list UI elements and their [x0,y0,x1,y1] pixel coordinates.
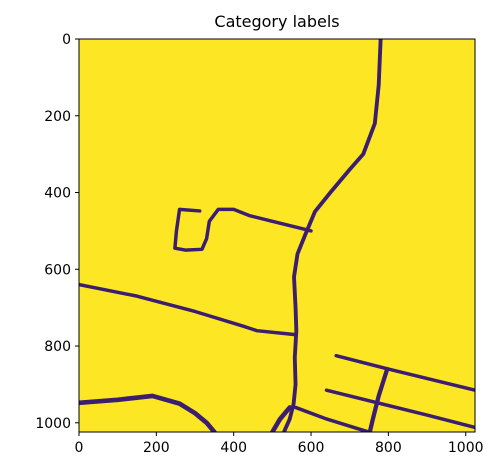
road-south-east-middle [324,388,475,430]
x-tick-label: 800 [375,440,402,456]
y-tick-label: 600 [44,262,71,278]
y-tick-label: 1000 [35,416,71,432]
road-south-east-connector [367,366,390,432]
y-tick-label: 0 [62,32,71,48]
chart-title: Category labels [214,12,339,31]
x-tick-label: 0 [75,440,84,456]
y-tick-label: 200 [44,109,71,125]
road-south-west-road [79,393,217,432]
plot-frame [78,38,476,433]
y-tick-label: 400 [44,186,71,202]
x-tick-label: 1000 [448,440,484,456]
y-axis: 0 200 400 600 800 1000 [35,32,79,432]
road-layer [79,39,475,432]
road-u-loop [173,207,313,252]
label-map-background [79,39,475,432]
x-tick-label: 400 [220,440,247,456]
x-tick-label: 600 [298,440,325,456]
road-main-north-south [282,39,383,432]
road-south-fork [270,405,293,432]
y-tick-label: 800 [44,339,71,355]
road-south-diagonal-lower [293,405,371,432]
x-tick-label: 200 [143,440,170,456]
x-axis: 0 200 400 600 800 1000 [75,432,484,456]
road-west-diagonal [79,282,296,337]
